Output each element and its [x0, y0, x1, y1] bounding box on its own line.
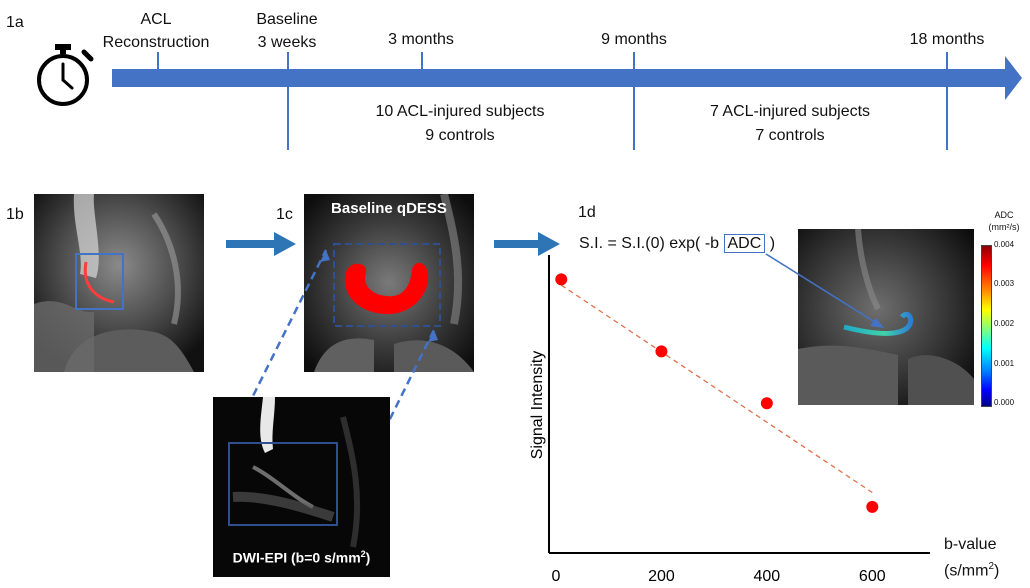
panel-label-1a: 1a — [6, 14, 24, 31]
event-3-months: 3 months — [388, 31, 454, 48]
colorbar-tick: 0.002 — [994, 319, 1015, 328]
cohort-period-1: 10 ACL-injured subjects 9 controls — [375, 103, 545, 144]
mri-dwi-epi: DWI-EPI (b=0 s/mm2) — [213, 397, 390, 577]
event-acl: ACL Reconstruction — [102, 11, 210, 51]
adc-boxed-term: ADC — [723, 234, 766, 253]
event-18-months: 18 months — [909, 31, 985, 48]
event-9-months: 9 months — [601, 31, 667, 48]
timeline-arrow — [112, 56, 1022, 100]
data-point — [555, 273, 568, 286]
event-baseline: Baseline 3 weeks — [256, 11, 318, 51]
colorbar-title: ADC (mm²/s) — [988, 210, 1020, 232]
panel-label-1b: 1b — [6, 206, 24, 223]
data-point — [655, 345, 668, 358]
qdess-title: Baseline qDESS — [331, 200, 447, 217]
colorbar — [981, 245, 992, 407]
flow-arrow-b-to-c — [226, 232, 296, 256]
colorbar-tick: 0.000 — [994, 398, 1015, 407]
x-tick-label: 0 — [552, 568, 561, 585]
mri-adc-map — [798, 229, 974, 405]
cohort-period-2: 7 ACL-injured subjects 7 controls — [709, 103, 871, 144]
fit-line — [560, 284, 873, 494]
mri-baseline-qdess: Baseline qDESS — [304, 194, 474, 372]
x-tick-label: 200 — [648, 568, 675, 585]
cartilage-segmentation-mask — [344, 262, 429, 315]
dwi-label: DWI-EPI (b=0 s/mm2) — [232, 549, 371, 566]
timeline — [37, 44, 1022, 150]
panel-label-1c: 1c — [276, 206, 293, 223]
x-axis-label: b-value (s/mm2) — [944, 536, 1000, 580]
data-point — [866, 500, 879, 513]
signal-intensity-chart: Signal Intensity 0 200 400 600 — [529, 255, 930, 585]
flow-arrow-c-to-d — [494, 232, 560, 256]
mri-sagittal-knee-segmentation — [34, 194, 204, 372]
adc-pointer-arrow — [765, 253, 884, 328]
colorbar-tick: 0.004 — [994, 240, 1015, 249]
x-tick-label: 400 — [754, 568, 781, 585]
panel-label-1d: 1d — [578, 204, 596, 221]
data-point — [760, 397, 773, 410]
colorbar-tick: 0.001 — [994, 359, 1015, 368]
adc-equation: S.I. = S.I.(0) exp( -b ADC ) — [579, 234, 776, 253]
colorbar-tick: 0.003 — [994, 279, 1015, 288]
x-tick-label: 600 — [859, 568, 886, 585]
stopwatch-icon — [37, 44, 94, 106]
y-axis-label: Signal Intensity — [529, 351, 546, 460]
